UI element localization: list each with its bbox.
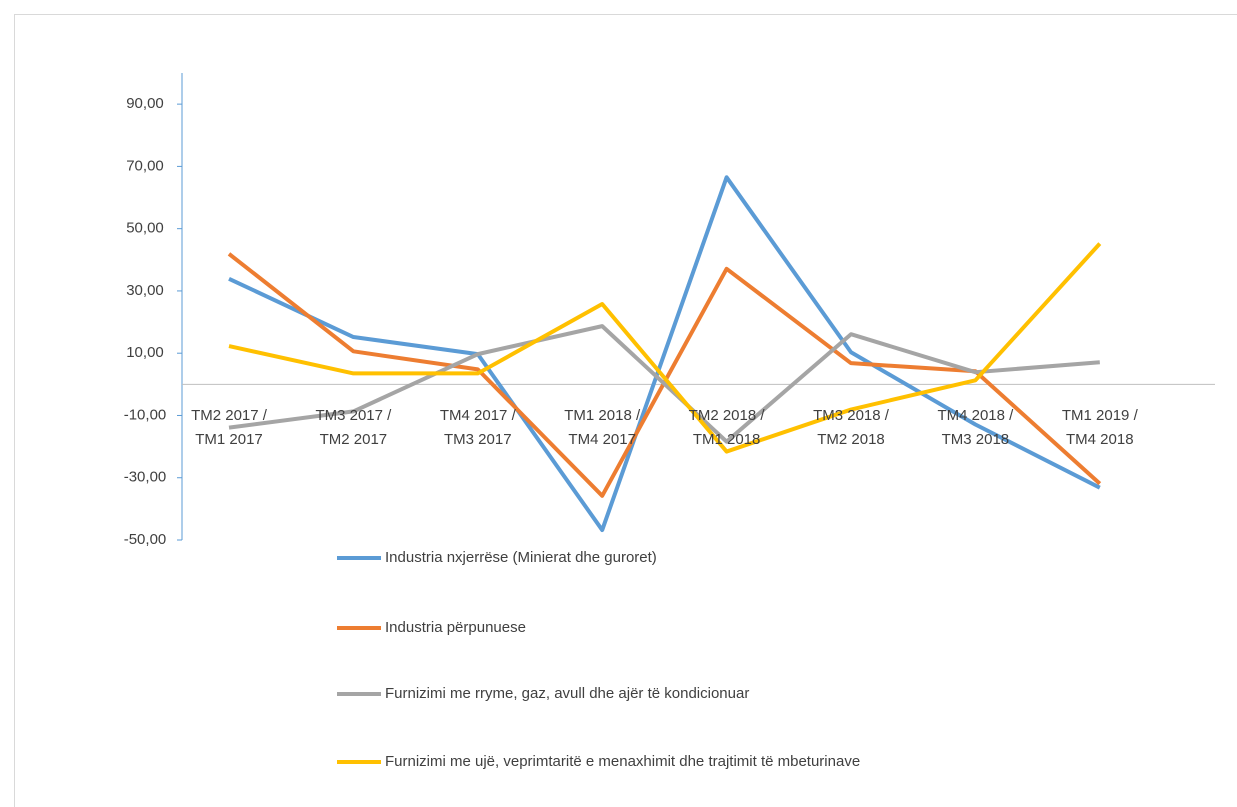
legend-label: Furnizimi me rryme, gaz, avull dhe ajër … — [385, 685, 749, 702]
x-tick-label: TM1 2019 / TM4 2018 — [1061, 407, 1138, 448]
series-line — [228, 175, 1101, 533]
series-line — [228, 324, 1100, 444]
y-tick-label: -10,00 — [124, 406, 167, 423]
x-tick-label: TM2 2018 / TM1 2018 — [688, 407, 765, 448]
series-line — [228, 242, 1102, 454]
y-tick-label: -50,00 — [124, 531, 167, 548]
chart-border — [14, 14, 1237, 807]
x-tick-label: TM3 2017 / TM2 2017 — [315, 407, 392, 448]
legend-label: Industria nxjerrëse (Minierat dhe gurore… — [385, 549, 657, 566]
y-tick-label: 70,00 — [126, 157, 164, 174]
x-tick-label: TM2 2017 / TM1 2017 — [191, 407, 267, 448]
legend-label: Industria përpunuese — [385, 619, 526, 636]
legend-label: Furnizimi me ujë, veprimtaritë e menaxhi… — [385, 753, 860, 770]
x-tick-label: TM4 2017 / TM3 2017 — [439, 407, 516, 448]
x-tick-label: TM4 2018 / TM3 2018 — [937, 407, 1014, 448]
y-tick-label: 90,00 — [126, 95, 164, 112]
y-tick-label: 30,00 — [126, 282, 164, 299]
y-tick-label: 10,00 — [126, 344, 164, 361]
y-tick-label: 50,00 — [126, 220, 164, 237]
y-tick-label: -30,00 — [124, 469, 167, 486]
x-tick-label: TM3 2018 / TM2 2018 — [813, 407, 889, 448]
x-tick-label: TM1 2018 / TM4 2017 — [564, 407, 641, 448]
